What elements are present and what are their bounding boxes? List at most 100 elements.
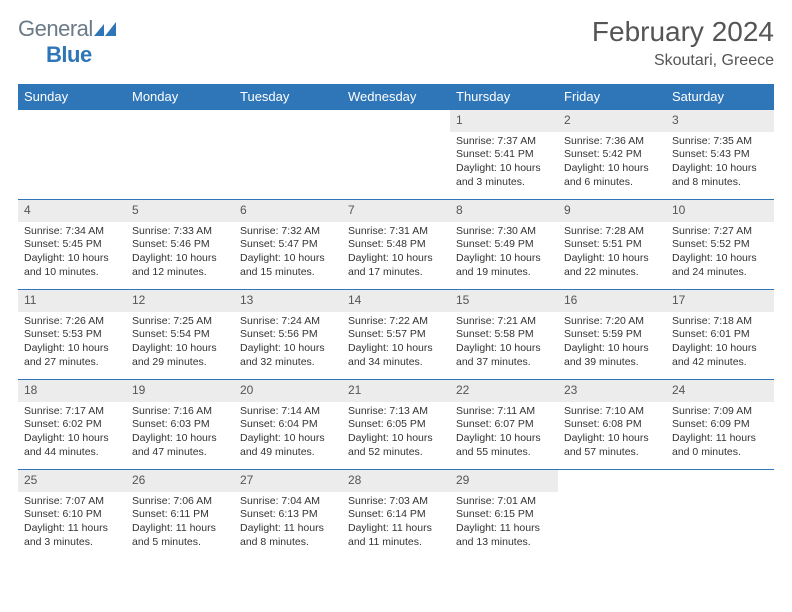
- daylight-text: Daylight: 10 hours and 29 minutes.: [132, 342, 228, 369]
- daylight-text: Daylight: 10 hours and 10 minutes.: [24, 252, 120, 279]
- daylight-text: Daylight: 10 hours and 22 minutes.: [564, 252, 660, 279]
- daylight-text: Daylight: 10 hours and 52 minutes.: [348, 432, 444, 459]
- calendar-body: 1Sunrise: 7:37 AMSunset: 5:41 PMDaylight…: [18, 110, 774, 560]
- day-details: Sunrise: 7:13 AMSunset: 6:05 PMDaylight:…: [342, 402, 450, 466]
- day-number: 24: [666, 380, 774, 402]
- sunset-text: Sunset: 6:09 PM: [672, 418, 768, 432]
- sunset-text: Sunset: 6:13 PM: [240, 508, 336, 522]
- calendar-week-row: 4Sunrise: 7:34 AMSunset: 5:45 PMDaylight…: [18, 200, 774, 290]
- daylight-text: Daylight: 11 hours and 13 minutes.: [456, 522, 552, 549]
- calendar-week-row: 18Sunrise: 7:17 AMSunset: 6:02 PMDayligh…: [18, 380, 774, 470]
- calendar-cell: [342, 110, 450, 200]
- calendar-cell: 1Sunrise: 7:37 AMSunset: 5:41 PMDaylight…: [450, 110, 558, 200]
- day-details: Sunrise: 7:09 AMSunset: 6:09 PMDaylight:…: [666, 402, 774, 466]
- header: General Blue February 2024 Skoutari, Gre…: [18, 16, 774, 70]
- calendar-cell: 24Sunrise: 7:09 AMSunset: 6:09 PMDayligh…: [666, 380, 774, 470]
- daylight-text: Daylight: 11 hours and 8 minutes.: [240, 522, 336, 549]
- calendar-cell: 17Sunrise: 7:18 AMSunset: 6:01 PMDayligh…: [666, 290, 774, 380]
- calendar-cell: 3Sunrise: 7:35 AMSunset: 5:43 PMDaylight…: [666, 110, 774, 200]
- day-number: 22: [450, 380, 558, 402]
- daylight-text: Daylight: 11 hours and 11 minutes.: [348, 522, 444, 549]
- day-number: 13: [234, 290, 342, 312]
- day-details: Sunrise: 7:14 AMSunset: 6:04 PMDaylight:…: [234, 402, 342, 466]
- sunrise-text: Sunrise: 7:28 AM: [564, 225, 660, 239]
- calendar-cell: 4Sunrise: 7:34 AMSunset: 5:45 PMDaylight…: [18, 200, 126, 290]
- day-number: 10: [666, 200, 774, 222]
- sunset-text: Sunset: 5:54 PM: [132, 328, 228, 342]
- day-details: Sunrise: 7:10 AMSunset: 6:08 PMDaylight:…: [558, 402, 666, 466]
- sunset-text: Sunset: 6:07 PM: [456, 418, 552, 432]
- day-details: Sunrise: 7:32 AMSunset: 5:47 PMDaylight:…: [234, 222, 342, 286]
- day-number: 20: [234, 380, 342, 402]
- sunrise-text: Sunrise: 7:21 AM: [456, 315, 552, 329]
- sunrise-text: Sunrise: 7:32 AM: [240, 225, 336, 239]
- calendar-cell: 28Sunrise: 7:03 AMSunset: 6:14 PMDayligh…: [342, 470, 450, 560]
- sunrise-text: Sunrise: 7:01 AM: [456, 495, 552, 509]
- day-number: 1: [450, 110, 558, 132]
- sunset-text: Sunset: 6:03 PM: [132, 418, 228, 432]
- sunrise-text: Sunrise: 7:18 AM: [672, 315, 768, 329]
- sunrise-text: Sunrise: 7:25 AM: [132, 315, 228, 329]
- calendar-cell: 15Sunrise: 7:21 AMSunset: 5:58 PMDayligh…: [450, 290, 558, 380]
- day-details: Sunrise: 7:34 AMSunset: 5:45 PMDaylight:…: [18, 222, 126, 286]
- weekday-header: Sunday: [18, 84, 126, 110]
- day-number: 14: [342, 290, 450, 312]
- daylight-text: Daylight: 10 hours and 37 minutes.: [456, 342, 552, 369]
- sunrise-text: Sunrise: 7:22 AM: [348, 315, 444, 329]
- title-block: February 2024 Skoutari, Greece: [592, 16, 774, 70]
- sunset-text: Sunset: 5:51 PM: [564, 238, 660, 252]
- day-number: 29: [450, 470, 558, 492]
- daylight-text: Daylight: 10 hours and 57 minutes.: [564, 432, 660, 459]
- day-details: Sunrise: 7:28 AMSunset: 5:51 PMDaylight:…: [558, 222, 666, 286]
- sunset-text: Sunset: 5:59 PM: [564, 328, 660, 342]
- sunset-text: Sunset: 5:47 PM: [240, 238, 336, 252]
- day-number: 27: [234, 470, 342, 492]
- calendar-cell: 29Sunrise: 7:01 AMSunset: 6:15 PMDayligh…: [450, 470, 558, 560]
- sunrise-text: Sunrise: 7:34 AM: [24, 225, 120, 239]
- day-number: 7: [342, 200, 450, 222]
- sunrise-text: Sunrise: 7:09 AM: [672, 405, 768, 419]
- calendar-cell: 25Sunrise: 7:07 AMSunset: 6:10 PMDayligh…: [18, 470, 126, 560]
- sunset-text: Sunset: 6:02 PM: [24, 418, 120, 432]
- day-details: Sunrise: 7:11 AMSunset: 6:07 PMDaylight:…: [450, 402, 558, 466]
- sunset-text: Sunset: 6:05 PM: [348, 418, 444, 432]
- daylight-text: Daylight: 11 hours and 3 minutes.: [24, 522, 120, 549]
- daylight-text: Daylight: 10 hours and 47 minutes.: [132, 432, 228, 459]
- sunset-text: Sunset: 5:49 PM: [456, 238, 552, 252]
- calendar-cell: 10Sunrise: 7:27 AMSunset: 5:52 PMDayligh…: [666, 200, 774, 290]
- day-number: 28: [342, 470, 450, 492]
- sunrise-text: Sunrise: 7:03 AM: [348, 495, 444, 509]
- day-details: Sunrise: 7:21 AMSunset: 5:58 PMDaylight:…: [450, 312, 558, 376]
- calendar-cell: 9Sunrise: 7:28 AMSunset: 5:51 PMDaylight…: [558, 200, 666, 290]
- calendar-cell: 2Sunrise: 7:36 AMSunset: 5:42 PMDaylight…: [558, 110, 666, 200]
- daylight-text: Daylight: 10 hours and 44 minutes.: [24, 432, 120, 459]
- sunrise-text: Sunrise: 7:24 AM: [240, 315, 336, 329]
- sunset-text: Sunset: 6:11 PM: [132, 508, 228, 522]
- daylight-text: Daylight: 10 hours and 49 minutes.: [240, 432, 336, 459]
- day-details: Sunrise: 7:06 AMSunset: 6:11 PMDaylight:…: [126, 492, 234, 556]
- day-details: Sunrise: 7:30 AMSunset: 5:49 PMDaylight:…: [450, 222, 558, 286]
- sunrise-text: Sunrise: 7:11 AM: [456, 405, 552, 419]
- sunrise-text: Sunrise: 7:17 AM: [24, 405, 120, 419]
- sunrise-text: Sunrise: 7:07 AM: [24, 495, 120, 509]
- calendar-cell: 13Sunrise: 7:24 AMSunset: 5:56 PMDayligh…: [234, 290, 342, 380]
- daylight-text: Daylight: 10 hours and 3 minutes.: [456, 162, 552, 189]
- daylight-text: Daylight: 10 hours and 42 minutes.: [672, 342, 768, 369]
- day-number: 23: [558, 380, 666, 402]
- calendar-cell: 12Sunrise: 7:25 AMSunset: 5:54 PMDayligh…: [126, 290, 234, 380]
- calendar-cell: 21Sunrise: 7:13 AMSunset: 6:05 PMDayligh…: [342, 380, 450, 470]
- calendar-cell: 18Sunrise: 7:17 AMSunset: 6:02 PMDayligh…: [18, 380, 126, 470]
- day-details: Sunrise: 7:18 AMSunset: 6:01 PMDaylight:…: [666, 312, 774, 376]
- sunset-text: Sunset: 5:57 PM: [348, 328, 444, 342]
- daylight-text: Daylight: 10 hours and 27 minutes.: [24, 342, 120, 369]
- sunrise-text: Sunrise: 7:33 AM: [132, 225, 228, 239]
- daylight-text: Daylight: 10 hours and 8 minutes.: [672, 162, 768, 189]
- day-number: 26: [126, 470, 234, 492]
- day-details: Sunrise: 7:01 AMSunset: 6:15 PMDaylight:…: [450, 492, 558, 556]
- day-number: 19: [126, 380, 234, 402]
- calendar-week-row: 25Sunrise: 7:07 AMSunset: 6:10 PMDayligh…: [18, 470, 774, 560]
- weekday-header: Monday: [126, 84, 234, 110]
- day-details: Sunrise: 7:25 AMSunset: 5:54 PMDaylight:…: [126, 312, 234, 376]
- day-number: 5: [126, 200, 234, 222]
- day-details: Sunrise: 7:07 AMSunset: 6:10 PMDaylight:…: [18, 492, 126, 556]
